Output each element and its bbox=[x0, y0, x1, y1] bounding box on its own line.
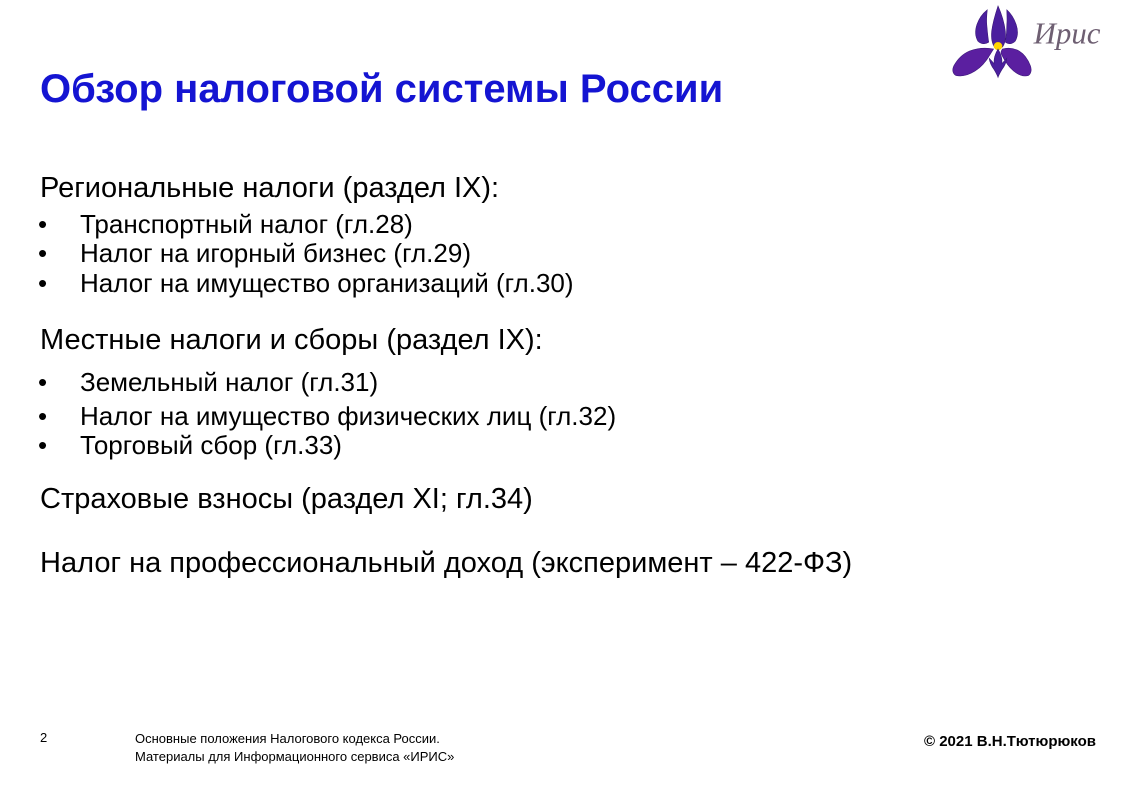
svg-text:Ирис: Ирис bbox=[1033, 16, 1101, 51]
